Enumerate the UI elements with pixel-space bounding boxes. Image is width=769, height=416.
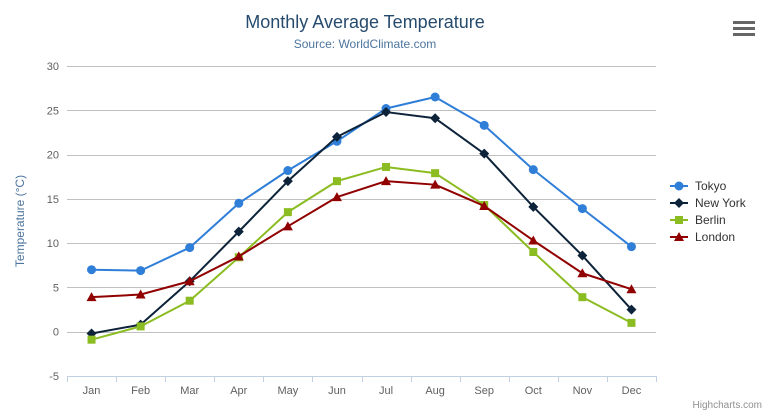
x-axis-label: Feb bbox=[131, 385, 150, 397]
data-point-marker[interactable] bbox=[381, 107, 392, 118]
y-axis-tick-label: 10 bbox=[47, 238, 59, 250]
x-axis-label: Sep bbox=[474, 385, 494, 397]
legend-label: New York bbox=[695, 195, 746, 210]
hamburger-menu-icon bbox=[733, 21, 755, 36]
data-point-marker[interactable] bbox=[430, 179, 441, 189]
series-london[interactable] bbox=[86, 176, 637, 302]
x-axis-label: Jan bbox=[83, 385, 101, 397]
data-point-marker[interactable] bbox=[184, 276, 195, 286]
data-point-marker[interactable] bbox=[674, 181, 684, 190]
x-axis-label: Jul bbox=[379, 385, 393, 397]
data-point-marker[interactable] bbox=[282, 176, 293, 187]
legend-label: Berlin bbox=[695, 212, 726, 227]
data-point-marker[interactable] bbox=[626, 304, 637, 315]
data-point-marker[interactable] bbox=[136, 266, 146, 276]
data-point-marker[interactable] bbox=[282, 221, 293, 231]
series-line-berlin[interactable] bbox=[90, 165, 633, 341]
data-point-marker[interactable] bbox=[234, 198, 244, 208]
legend-label: Tokyo bbox=[695, 178, 727, 193]
series-line-tokyo[interactable] bbox=[90, 96, 633, 272]
data-point-marker[interactable] bbox=[136, 322, 145, 331]
chart-subtitle: Source: WorldClimate.com bbox=[293, 37, 437, 51]
x-axis-label: Aug bbox=[425, 385, 445, 397]
data-point-marker[interactable] bbox=[578, 293, 587, 302]
data-point-marker[interactable] bbox=[233, 251, 244, 261]
series-new-york[interactable] bbox=[86, 107, 637, 339]
export-menu-button[interactable] bbox=[731, 19, 755, 38]
data-point-marker[interactable] bbox=[185, 296, 194, 305]
data-point-marker[interactable] bbox=[528, 201, 539, 212]
data-point-marker[interactable] bbox=[331, 131, 342, 142]
y-axis-tick-label: 20 bbox=[47, 150, 59, 162]
data-point-marker[interactable] bbox=[430, 113, 441, 124]
legend-triangle-icon bbox=[670, 231, 688, 241]
data-point-marker[interactable] bbox=[331, 192, 342, 202]
data-point-marker[interactable] bbox=[528, 165, 538, 175]
legend-diamond-icon bbox=[670, 197, 688, 208]
x-axis-label: Mar bbox=[180, 385, 199, 397]
data-point-marker[interactable] bbox=[674, 197, 684, 208]
series-tokyo[interactable] bbox=[87, 92, 636, 276]
credits-link[interactable]: Highcharts.com bbox=[692, 400, 762, 411]
y-axis-tick-label: 0 bbox=[53, 327, 59, 339]
x-axis-label: Dec bbox=[622, 385, 642, 397]
data-point-marker[interactable] bbox=[332, 177, 341, 186]
data-point-marker[interactable] bbox=[381, 176, 392, 186]
data-point-marker[interactable] bbox=[479, 148, 490, 159]
legend-label: London bbox=[695, 229, 736, 244]
data-point-marker[interactable] bbox=[626, 284, 637, 294]
data-point-marker[interactable] bbox=[674, 231, 684, 241]
x-axis-label: May bbox=[277, 385, 298, 397]
data-point-marker[interactable] bbox=[283, 208, 292, 217]
legend-item-new-york[interactable]: New York bbox=[670, 194, 746, 211]
legend-square-icon bbox=[670, 215, 688, 224]
series-line-london[interactable] bbox=[90, 180, 633, 299]
data-point-marker[interactable] bbox=[430, 92, 440, 102]
data-point-marker[interactable] bbox=[577, 250, 588, 261]
y-axis-tick-label: 25 bbox=[47, 105, 59, 117]
legend-item-berlin[interactable]: Berlin bbox=[670, 211, 746, 228]
data-point-marker[interactable] bbox=[577, 204, 587, 214]
y-axis-tick-label: -5 bbox=[49, 371, 59, 383]
data-point-marker[interactable] bbox=[87, 265, 97, 275]
x-axis-label: Apr bbox=[230, 385, 247, 397]
data-point-marker[interactable] bbox=[627, 318, 636, 327]
y-axis-tick-label: 15 bbox=[47, 194, 59, 206]
legend: Tokyo New York Berlin London bbox=[670, 177, 746, 245]
legend-item-tokyo[interactable]: Tokyo bbox=[670, 177, 746, 194]
chart-title: Monthly Average Temperature bbox=[245, 12, 485, 32]
data-point-marker[interactable] bbox=[283, 166, 293, 176]
data-point-marker[interactable] bbox=[135, 289, 146, 299]
data-point-marker[interactable] bbox=[577, 268, 588, 278]
data-point-marker[interactable] bbox=[675, 215, 683, 224]
data-point-marker[interactable] bbox=[479, 200, 490, 210]
data-point-marker[interactable] bbox=[86, 292, 97, 302]
series-line-new-york[interactable] bbox=[90, 111, 633, 335]
x-axis-label: Nov bbox=[573, 385, 593, 397]
y-axis-tick-label: 30 bbox=[47, 61, 59, 73]
x-axis-label: Oct bbox=[525, 385, 542, 397]
data-point-marker[interactable] bbox=[382, 162, 391, 171]
legend-item-london[interactable]: London bbox=[670, 228, 746, 245]
data-point-marker[interactable] bbox=[233, 226, 244, 237]
legend-circle-icon bbox=[670, 181, 688, 190]
x-axis-label: Jun bbox=[328, 385, 346, 397]
data-point-marker[interactable] bbox=[479, 120, 489, 130]
data-point-marker[interactable] bbox=[626, 242, 636, 252]
data-point-marker[interactable] bbox=[529, 248, 538, 256]
data-point-marker[interactable] bbox=[431, 169, 440, 178]
y-axis-tick-label: 5 bbox=[53, 282, 59, 294]
data-point-marker[interactable] bbox=[528, 235, 539, 245]
data-point-marker[interactable] bbox=[87, 335, 96, 344]
data-point-marker[interactable] bbox=[185, 243, 195, 253]
